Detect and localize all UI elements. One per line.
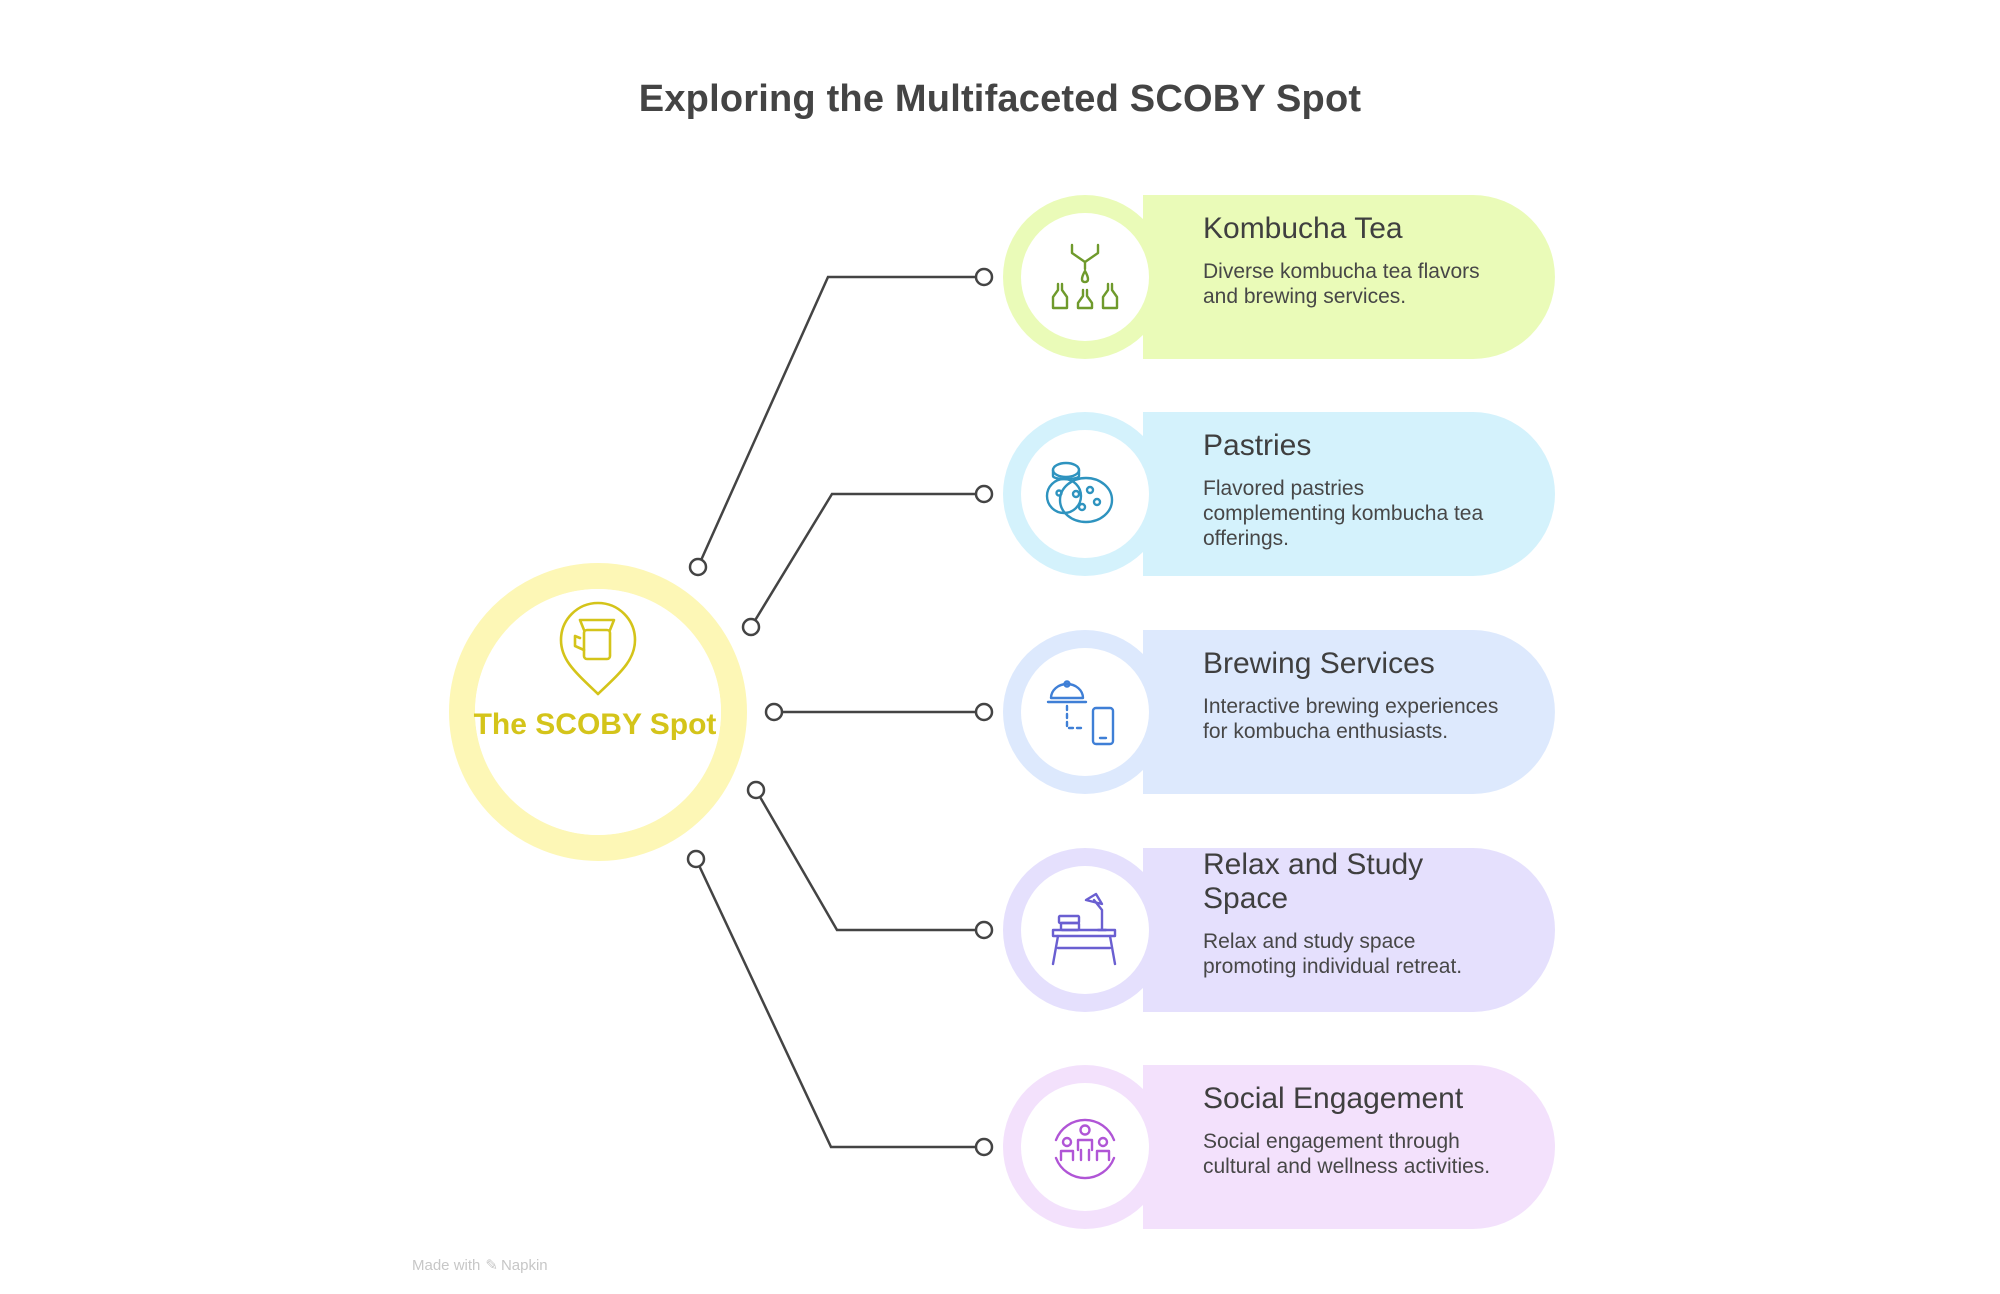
connector-kombucha-tea [696,275,984,568]
item-text-kombucha-tea: Kombucha Tea Diverse kombucha tea flavor… [1203,212,1503,309]
hub-endpoints [686,557,784,869]
footer-prefix: Made with [412,1257,481,1274]
item-description: Flavored pastries complementing kombucha… [1203,477,1484,550]
people-group-icon [1054,1118,1116,1180]
item-title: Relax and Study Space [1203,848,1424,915]
hub-label: The SCOBY Spot [473,708,717,741]
connector-pastries [749,492,984,628]
item-text-relax-study-space: Relax and Study Space Relax and study sp… [1203,848,1473,979]
pouring-bottles-icon [1051,243,1119,310]
connector-social-engagement [694,858,984,1149]
diagram-title: Exploring the Multifaceted SCOBY Spot [638,78,1362,120]
card-relax-study-space [974,848,1555,1012]
cloche-phone-icon [1046,680,1115,746]
hub-node [449,563,747,861]
item-description: Interactive brewing experiences for komb… [1203,695,1499,743]
card-pastries [974,412,1555,576]
item-title: Social Engagement [1203,1082,1464,1115]
item-description: Relax and study space promoting individu… [1203,930,1463,978]
item-text-social-engagement: Social Engagement Social engagement thro… [1203,1082,1503,1179]
footer-brand: Napkin [500,1257,548,1274]
connector-relax-study [754,789,984,932]
footer-credit: Made with ✎ Napkin [412,1256,548,1274]
card-social-engagement [974,1065,1555,1229]
item-title: Brewing Services [1203,647,1435,680]
napkin-logo-icon: ✎ [485,1257,498,1274]
card-brewing-services [974,630,1555,794]
item-description: Social engagement through cultural and w… [1203,1130,1491,1178]
item-title: Kombucha Tea [1203,212,1403,245]
item-text-brewing-services: Brewing Services Interactive brewing exp… [1203,647,1503,744]
map-pin-cup-icon [559,601,637,696]
connectors [694,275,984,1149]
cookies-icon [1045,461,1114,524]
card-kombucha-tea [974,195,1555,359]
item-description: Diverse kombucha tea flavors and brewing… [1203,260,1480,308]
item-title: Pastries [1203,429,1312,462]
desk-lamp-icon [1051,892,1117,966]
item-text-pastries: Pastries Flavored pastries complementing… [1203,429,1503,551]
